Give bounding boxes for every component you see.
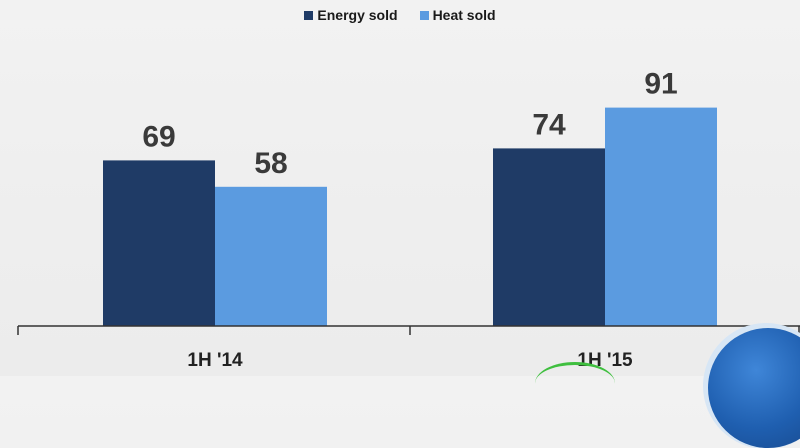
legend-label-heat-sold: Heat sold xyxy=(432,7,496,23)
bar-energy-sold-1h-14 xyxy=(103,160,215,326)
data-label-energy-sold-1h-14: 69 xyxy=(142,120,175,153)
legend-swatch-heat-sold xyxy=(419,10,429,20)
data-label-energy-sold-1h-15: 74 xyxy=(532,108,566,141)
bar-heat-sold-1h-15 xyxy=(605,107,717,326)
legend-label-energy-sold: Energy sold xyxy=(317,7,398,23)
x-tick-label-1h-14: 1H '14 xyxy=(187,350,243,371)
data-label-heat-sold-1h-15: 91 xyxy=(644,68,677,101)
chart-area: Energy sold Heat sold 69 58 74 91 1H '14 1H '… xyxy=(0,7,800,448)
legend: Energy sold Heat sold xyxy=(0,7,800,23)
bar-heat-sold-1h-14 xyxy=(215,186,327,326)
decorative-green-arc xyxy=(535,362,615,405)
data-label-heat-sold-1h-14: 58 xyxy=(254,147,287,180)
bar-energy-sold-1h-15 xyxy=(493,148,605,326)
legend-item-energy-sold: Energy sold xyxy=(304,7,398,23)
legend-item-heat-sold: Heat sold xyxy=(419,7,496,23)
legend-swatch-energy-sold xyxy=(304,10,314,20)
